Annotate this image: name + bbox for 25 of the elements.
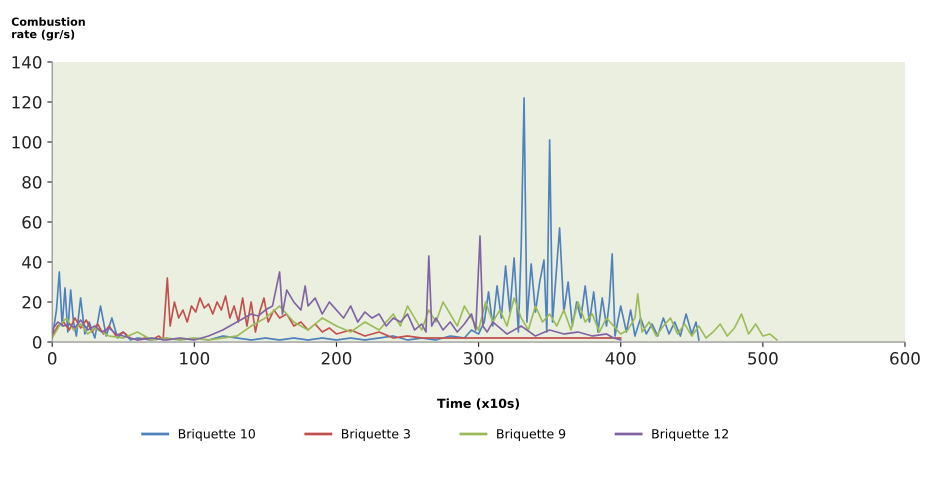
y-tick-label: 40 <box>22 256 42 269</box>
y-tick-label: 80 <box>22 176 42 189</box>
line-series <box>52 277 622 341</box>
y-tick-label: 140 <box>12 56 42 69</box>
x-tick-label: 100 <box>180 352 210 365</box>
legend-label: Briquette 12 <box>652 428 728 441</box>
x-tick-label: 400 <box>606 352 636 365</box>
legend-label: Briquette 10 <box>178 428 255 441</box>
legend-label: Briquette 9 <box>497 428 566 441</box>
line-series <box>52 293 778 341</box>
x-tick-label: 300 <box>464 352 494 365</box>
y-tick-label: 20 <box>22 296 42 309</box>
x-tick-label: 0 <box>48 352 56 365</box>
x-tick-label: 500 <box>748 352 778 365</box>
x-axis-title: Time (x10s) <box>437 398 519 410</box>
legend-label: Briquette 3 <box>342 428 410 441</box>
y-axis-title: Combustion rate (gr/s) <box>12 17 85 41</box>
y-tick-label: 120 <box>12 96 42 109</box>
x-tick-label: 200 <box>322 352 352 365</box>
y-tick-label: 0 <box>32 336 42 349</box>
line-series <box>52 97 700 341</box>
line-series <box>52 235 622 341</box>
y-tick-label: 100 <box>12 136 42 149</box>
x-tick-label: 600 <box>890 352 920 365</box>
y-tick-label: 60 <box>22 216 42 229</box>
